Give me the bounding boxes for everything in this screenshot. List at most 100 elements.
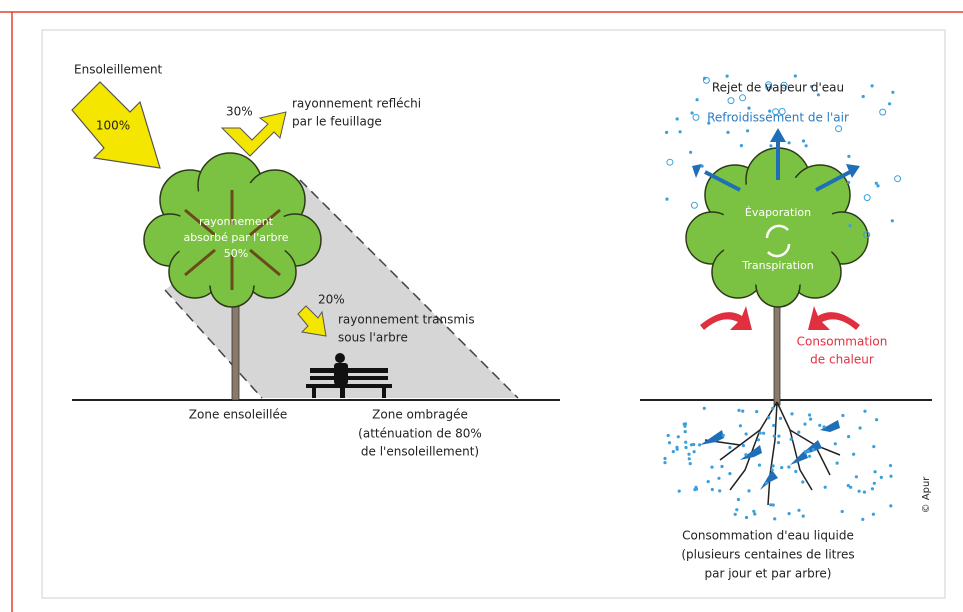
- droplet: [747, 107, 750, 110]
- droplet: [678, 490, 681, 493]
- droplet: [809, 418, 812, 421]
- droplet: [769, 144, 772, 147]
- credit: © Apur: [921, 476, 932, 514]
- label: Zone ombragée: [372, 408, 468, 422]
- droplet: [689, 462, 692, 465]
- droplet: [818, 424, 821, 427]
- droplet: [823, 425, 826, 428]
- droplet: [772, 464, 775, 467]
- droplet: [737, 498, 740, 501]
- label: Transpiration: [741, 259, 813, 272]
- droplet: [874, 470, 877, 473]
- droplet: [855, 475, 858, 478]
- droplet: [848, 224, 851, 227]
- droplet: [871, 487, 874, 490]
- droplet: [691, 202, 697, 208]
- label: 100%: [96, 119, 130, 133]
- droplet: [762, 432, 765, 435]
- droplet: [847, 484, 850, 487]
- droplet: [703, 77, 706, 80]
- droplet: [747, 489, 750, 492]
- droplet: [740, 95, 746, 101]
- droplet: [788, 512, 791, 515]
- droplet: [726, 75, 729, 78]
- droplet: [759, 431, 762, 434]
- droplet: [787, 465, 790, 468]
- droplet: [679, 130, 682, 133]
- droplet: [889, 504, 892, 507]
- droplet: [677, 435, 680, 438]
- droplet: [801, 480, 804, 483]
- droplet: [873, 482, 876, 485]
- droplet: [667, 434, 670, 437]
- label: rayonnement refléchi: [292, 97, 421, 111]
- droplet: [797, 509, 800, 512]
- droplet: [808, 413, 811, 416]
- droplet: [859, 426, 862, 429]
- droplet: [767, 416, 770, 419]
- droplet: [710, 466, 713, 469]
- droplet: [728, 472, 731, 475]
- roots: [705, 402, 840, 505]
- droplet: [876, 184, 879, 187]
- droplet: [691, 111, 694, 114]
- droplet: [717, 477, 720, 480]
- label: par jour et par arbre): [704, 567, 831, 581]
- droplet: [780, 466, 783, 469]
- label: Consommation: [797, 335, 888, 349]
- droplet: [693, 450, 696, 453]
- droplet: [836, 462, 839, 465]
- droplet: [875, 182, 878, 185]
- droplet: [863, 491, 866, 494]
- droplet: [824, 486, 827, 489]
- droplet: [688, 457, 691, 460]
- droplet: [722, 434, 725, 437]
- droplet: [665, 131, 668, 134]
- droplet: [741, 410, 744, 413]
- droplet: [687, 453, 690, 456]
- droplet: [663, 461, 666, 464]
- droplet: [707, 480, 710, 483]
- droplet: [794, 74, 797, 77]
- droplet: [888, 102, 891, 105]
- droplet: [694, 486, 697, 489]
- droplet: [889, 464, 892, 467]
- droplet: [758, 464, 761, 467]
- droplet: [755, 410, 758, 413]
- droplet: [696, 98, 699, 101]
- droplet: [863, 410, 866, 413]
- droplet: [676, 117, 679, 120]
- droplet: [880, 476, 883, 479]
- label: (atténuation de 80%: [358, 427, 482, 441]
- droplet: [836, 126, 842, 132]
- droplet: [852, 453, 855, 456]
- droplet: [667, 159, 673, 165]
- droplet: [871, 84, 874, 87]
- droplet: [790, 412, 793, 415]
- droplet: [684, 430, 687, 433]
- droplet: [773, 435, 776, 438]
- droplet: [802, 515, 805, 518]
- droplet: [790, 438, 793, 441]
- droplet: [807, 449, 810, 452]
- droplet: [757, 438, 760, 441]
- droplet: [701, 165, 704, 168]
- droplet: [861, 518, 864, 521]
- droplet: [728, 98, 734, 104]
- droplet: [812, 448, 815, 451]
- droplet: [891, 219, 894, 222]
- droplet: [788, 141, 791, 144]
- label: par le feuillage: [292, 115, 382, 129]
- droplet: [802, 139, 805, 142]
- droplet: [703, 407, 706, 410]
- droplet: [777, 435, 780, 438]
- label: 30%: [226, 105, 253, 119]
- droplet: [746, 129, 749, 132]
- droplet: [663, 457, 666, 460]
- droplet: [752, 510, 755, 513]
- droplet: [726, 131, 729, 134]
- droplet: [734, 513, 737, 516]
- droplet: [684, 441, 687, 444]
- droplet: [872, 513, 875, 516]
- droplet: [834, 442, 837, 445]
